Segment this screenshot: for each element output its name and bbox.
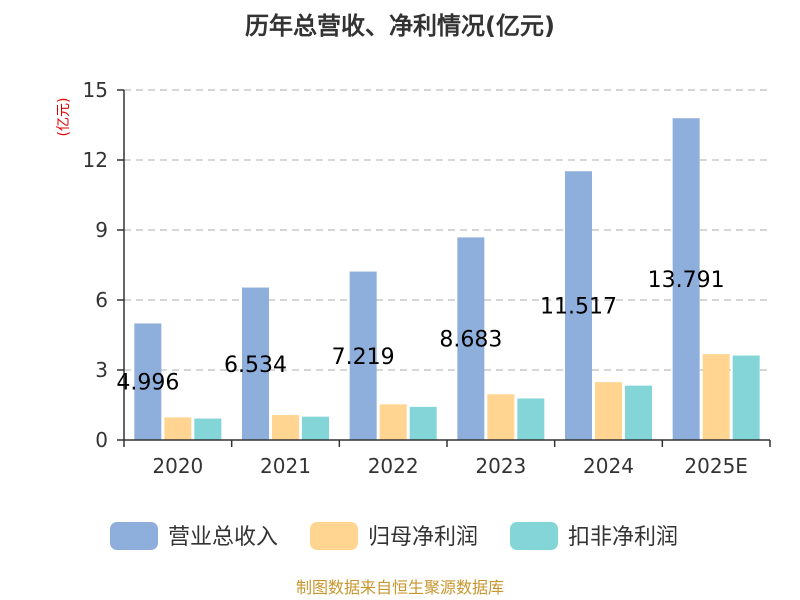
legend-swatch (510, 522, 558, 550)
legend-item[interactable]: 营业总收入 (110, 522, 278, 550)
bar-series (134, 118, 760, 441)
y-axis-unit-label: (亿元) (56, 98, 72, 137)
bar (565, 171, 592, 440)
legend[interactable]: 营业总收入 归母净利润 扣非净利润 (110, 522, 678, 550)
x-tick-label: 2025E (684, 454, 748, 478)
data-label: 4.996 (116, 371, 179, 396)
bar (194, 418, 222, 440)
data-label: 8.683 (439, 328, 502, 353)
bar (302, 416, 329, 440)
bar (595, 382, 622, 440)
x-tick-label: 2022 (368, 454, 419, 478)
y-tick-label: 0 (95, 428, 108, 452)
legend-item[interactable]: 扣非净利润 (510, 522, 678, 550)
legend-swatch (110, 522, 158, 550)
x-tick-label: 2023 (475, 454, 526, 478)
bar (732, 355, 760, 440)
axes: 0 3 6 9 12 15 2020 2021 2022 2023 2024 2025E (83, 78, 771, 478)
bar (272, 415, 299, 440)
data-label: 11.517 (540, 295, 617, 320)
legend-label: 营业总收入 (168, 525, 278, 550)
bar (379, 404, 407, 440)
data-label: 7.219 (332, 345, 395, 370)
bar (349, 271, 377, 440)
y-tick-label: 15 (83, 78, 108, 102)
legend-swatch (310, 522, 358, 550)
bar (457, 237, 485, 440)
bar (625, 385, 652, 440)
bar (487, 394, 515, 440)
data-label: 13.791 (648, 268, 725, 293)
bar (134, 323, 162, 440)
y-tick-label: 3 (95, 358, 108, 382)
source-note: 制图数据来自恒生聚源数据库 (296, 578, 504, 597)
legend-item[interactable]: 归母净利润 (310, 522, 478, 550)
data-label: 6.534 (224, 353, 287, 378)
bar (702, 354, 730, 440)
x-tick-label: 2021 (260, 454, 311, 478)
bar (164, 417, 192, 440)
y-tick-label: 9 (95, 218, 108, 242)
y-tick-label: 12 (83, 148, 108, 172)
x-tick-label: 2020 (152, 454, 203, 478)
bar (409, 406, 437, 440)
y-tick-label: 6 (95, 288, 108, 312)
chart-title: 历年总营收、净利情况(亿元) (245, 12, 555, 40)
data-labels: 4.996 6.534 7.219 8.683 11.517 13.791 (116, 268, 724, 396)
x-tick-label: 2024 (583, 454, 634, 478)
legend-label: 扣非净利润 (568, 525, 678, 550)
bar (242, 287, 269, 440)
bar (672, 118, 700, 441)
bar (517, 398, 545, 440)
legend-label: 归母净利润 (368, 525, 478, 550)
